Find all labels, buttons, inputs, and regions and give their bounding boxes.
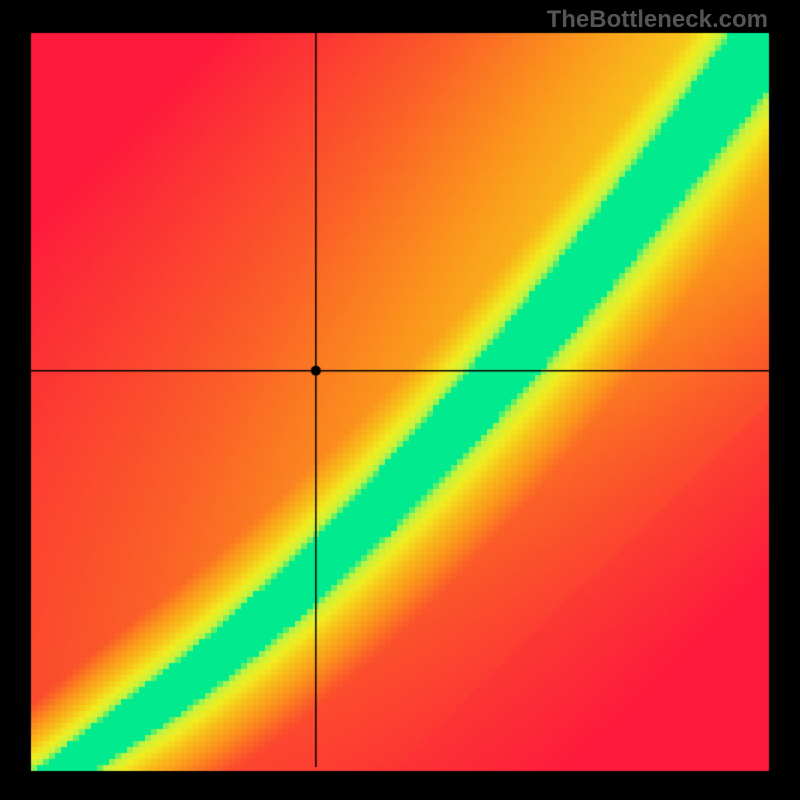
bottleneck-heatmap <box>0 0 800 800</box>
watermark-text: TheBottleneck.com <box>547 6 768 34</box>
chart-container: TheBottleneck.com <box>0 0 800 800</box>
